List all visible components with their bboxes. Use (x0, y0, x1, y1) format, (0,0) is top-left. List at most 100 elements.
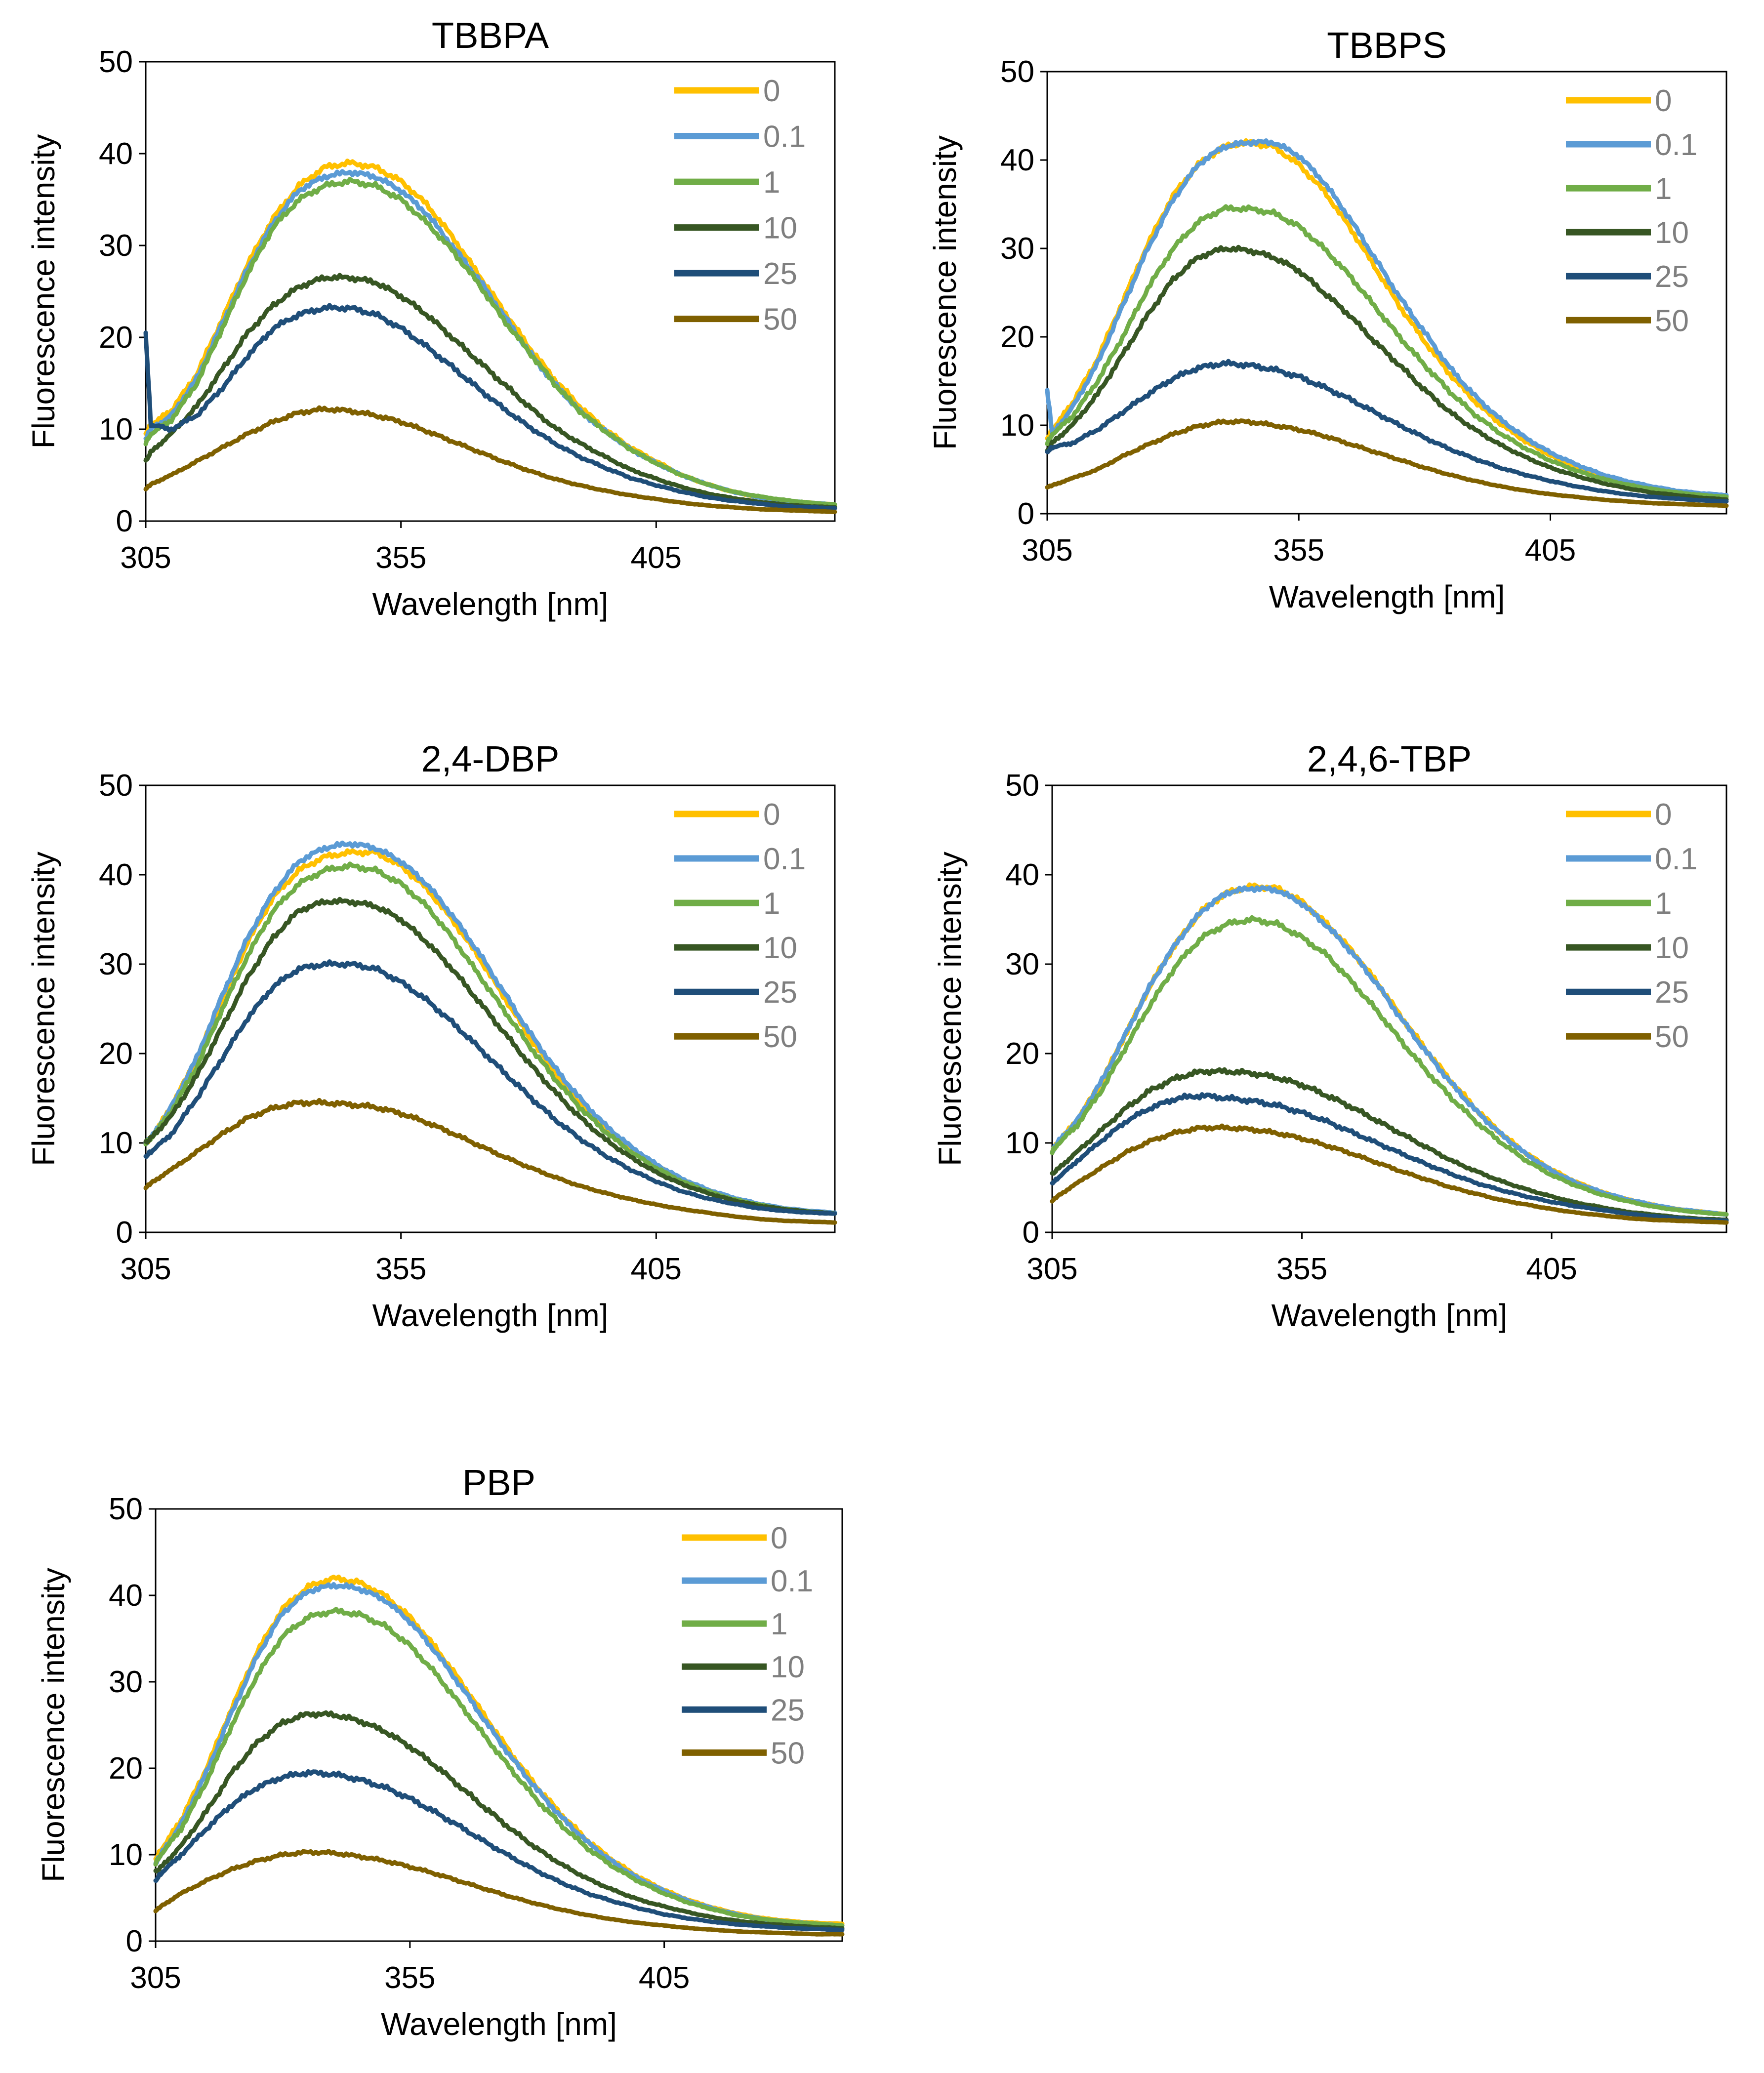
y-tick-label: 0 (1023, 1216, 1039, 1250)
legend-label-1: 1 (1655, 887, 1672, 921)
legend-label-0: 0 (763, 798, 780, 832)
series-group (1050, 882, 1729, 1225)
y-tick-label: 20 (1005, 1037, 1039, 1071)
legend-label-0: 0 (763, 74, 780, 108)
legend-label-25: 25 (763, 257, 797, 291)
y-tick-label: 50 (99, 769, 133, 803)
legend-label-10: 10 (1655, 931, 1689, 965)
legend-label-50: 50 (1655, 304, 1689, 338)
y-tick-label: 30 (99, 947, 133, 981)
legend-label-0.1: 0.1 (771, 1564, 813, 1598)
y-tick-label: 10 (1000, 408, 1034, 443)
series-line-1 (143, 861, 837, 1216)
x-tick-label: 305 (120, 1252, 171, 1286)
series-line-25 (143, 303, 837, 511)
series-line-50 (1045, 418, 1729, 508)
y-axis-label: Fluorescence intensity (932, 852, 968, 1166)
legend-label-1: 1 (763, 887, 780, 921)
legend-label-50: 50 (771, 1736, 805, 1770)
chart-title: 2,4,6-TBP (1307, 738, 1472, 779)
x-axis-label: Wavelength [nm] (381, 2006, 617, 2042)
y-tick-label: 0 (116, 504, 133, 538)
series-line-25 (1045, 359, 1729, 504)
y-tick-label: 40 (1005, 858, 1039, 892)
legend-label-1: 1 (763, 165, 780, 200)
series-line-10 (153, 1710, 845, 1931)
series-line-50 (143, 405, 837, 514)
chart-title: TBBPA (432, 15, 549, 56)
x-tick-label: 405 (1526, 1252, 1577, 1286)
y-tick-label: 30 (99, 229, 133, 263)
series-line-10 (143, 273, 837, 510)
plot-frame (1051, 784, 1727, 1233)
y-axis-label: Fluorescence intensity (26, 852, 61, 1166)
y-tick-label: 0 (116, 1216, 133, 1250)
legend-label-0: 0 (771, 1521, 787, 1555)
chart-title: 2,4-DBP (421, 738, 560, 779)
y-tick-label: 40 (109, 1579, 143, 1613)
y-axis-label: Fluorescence intensity (36, 1568, 71, 1882)
x-tick-label: 405 (639, 1961, 690, 1995)
legend: 0 0.1 1 10 25 50 (674, 74, 806, 337)
legend: 0 0.1 1 10 25 50 (682, 1521, 813, 1770)
x-tick-label: 355 (1273, 533, 1324, 568)
plot-frame (155, 1508, 843, 1942)
x-tick-label: 305 (130, 1961, 181, 1995)
x-axis-label: Wavelength [nm] (372, 1298, 609, 1333)
legend-label-10: 10 (763, 931, 797, 965)
y-tick-label: 0 (126, 1924, 143, 1958)
legend-label-25: 25 (1655, 260, 1689, 294)
series-line-10 (1045, 244, 1729, 502)
x-tick-label: 405 (631, 1252, 682, 1286)
series-group (143, 159, 837, 514)
legend-label-0.1: 0.1 (763, 120, 806, 154)
x-tick-label: 355 (375, 1252, 426, 1286)
legend-label-25: 25 (763, 976, 797, 1010)
legend-label-50: 50 (763, 303, 797, 337)
y-tick-label: 40 (1000, 143, 1034, 177)
legend-label-0: 0 (1655, 84, 1672, 118)
series-line-0.1 (143, 840, 837, 1215)
y-tick-label: 50 (99, 45, 133, 79)
y-tick-label: 30 (109, 1665, 143, 1699)
y-tick-label: 20 (1000, 320, 1034, 354)
legend-label-1: 1 (1655, 172, 1672, 206)
y-tick-label: 0 (1018, 497, 1034, 531)
legend-label-0.1: 0.1 (763, 842, 806, 876)
y-tick-label: 20 (109, 1751, 143, 1786)
x-tick-label: 305 (120, 541, 171, 575)
series-line-10 (143, 896, 837, 1216)
series-line-1 (143, 177, 837, 507)
legend: 0 0.1 1 10 25 50 (1566, 84, 1697, 338)
y-tick-label: 30 (1005, 947, 1039, 981)
legend-label-10: 10 (771, 1650, 805, 1684)
x-tick-label: 405 (631, 541, 682, 575)
y-axis-label: Fluorescence intensity (26, 134, 61, 449)
legend-label-0.1: 0.1 (1655, 128, 1697, 162)
y-tick-label: 10 (99, 412, 133, 447)
plot-frame (1046, 71, 1727, 515)
y-tick-label: 30 (1000, 232, 1034, 266)
legend-label-10: 10 (763, 211, 797, 245)
series-group (143, 840, 837, 1225)
y-axis-label: Fluorescence intensity (927, 135, 963, 450)
y-tick-label: 20 (99, 321, 133, 355)
y-tick-label: 40 (99, 858, 133, 892)
series-line-50 (143, 1097, 837, 1225)
series-line-1 (153, 1607, 845, 1928)
legend-label-1: 1 (771, 1607, 787, 1641)
x-tick-label: 355 (375, 541, 426, 575)
series-group (1045, 138, 1729, 508)
series-group (153, 1574, 845, 1937)
y-tick-label: 50 (109, 1492, 143, 1526)
legend-label-50: 50 (1655, 1020, 1689, 1054)
y-tick-label: 50 (1000, 55, 1034, 89)
series-line-50 (153, 1849, 845, 1937)
plot-frame (145, 61, 836, 522)
y-tick-label: 20 (99, 1037, 133, 1071)
series-line-25 (1050, 1092, 1729, 1223)
